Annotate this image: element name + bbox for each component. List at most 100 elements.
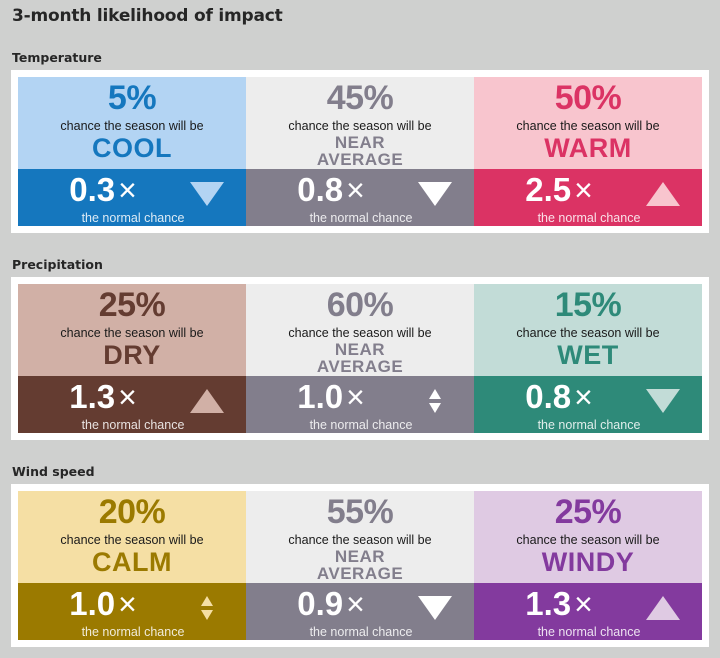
- category-line: NEAR: [334, 547, 386, 566]
- multiplier: 2.5×: [474, 171, 704, 209]
- percent-value: 60%: [326, 286, 394, 324]
- percent-value: 45%: [326, 79, 394, 117]
- card-top: 25% chance the season will be DRY: [18, 284, 246, 376]
- likelihood-card: 25% chance the season will be DRY 1.3× the n…: [18, 284, 246, 433]
- trend-arrow: [646, 389, 680, 413]
- times-symbol: ×: [346, 379, 365, 415]
- multiplier: 1.0×: [18, 585, 248, 623]
- normal-chance-label: the normal chance: [81, 211, 185, 225]
- section-panel: 25% chance the season will be DRY 1.3× the n…: [11, 277, 709, 440]
- chance-label: chance the season will be: [288, 533, 432, 547]
- category-label: WINDY: [474, 548, 702, 576]
- category-line: WET: [557, 340, 619, 370]
- likelihood-card: 60% chance the season will be NEAR AVERAGE 1…: [246, 284, 474, 433]
- card-bottom: 0.8× the normal chance: [474, 376, 702, 433]
- chance-label: chance the season will be: [288, 326, 432, 340]
- multiplier: 0.8×: [474, 378, 704, 416]
- multiplier-value: 2.5: [525, 171, 572, 208]
- trend-arrow: [190, 389, 224, 413]
- normal-chance-label: the normal chance: [537, 625, 641, 639]
- normal-chance-label: the normal chance: [537, 418, 641, 432]
- up-triangle-icon: [190, 389, 224, 413]
- category-line: AVERAGE: [316, 150, 404, 169]
- normal-chance-label: the normal chance: [81, 418, 185, 432]
- likelihood-card: 45% chance the season will be NEAR AVERAGE 0…: [246, 77, 474, 226]
- up-arrow-icon: [201, 596, 213, 606]
- card-top: 55% chance the season will be NEAR AVERAGE: [246, 491, 474, 583]
- likelihood-card: 50% chance the season will be WARM 2.5× the …: [474, 77, 702, 226]
- chance-label: chance the season will be: [60, 533, 204, 547]
- down-triangle-icon: [418, 596, 452, 620]
- chance-label: chance the season will be: [516, 326, 660, 340]
- multiplier-value: 1.3: [69, 378, 116, 415]
- category-line: CALM: [92, 547, 172, 577]
- times-symbol: ×: [574, 172, 593, 208]
- up-triangle-icon: [646, 596, 680, 620]
- multiplier-value: 1.3: [525, 585, 572, 622]
- category-line: NEAR: [334, 340, 386, 359]
- card-bottom: 0.8× the normal chance: [246, 169, 474, 226]
- multiplier: 1.3×: [474, 585, 704, 623]
- category-line: WARM: [544, 133, 632, 163]
- category-label: WET: [474, 341, 702, 369]
- multiplier: 1.0×: [246, 378, 476, 416]
- page-title: 3-month likelihood of impact: [12, 6, 283, 26]
- trend-arrow: [418, 596, 452, 620]
- percent-value: 15%: [554, 286, 622, 324]
- card-top: 45% chance the season will be NEAR AVERAGE: [246, 77, 474, 169]
- percent-value: 25%: [554, 493, 622, 531]
- category-label: DRY: [18, 341, 246, 369]
- card-top: 5% chance the season will be COOL: [18, 77, 246, 169]
- normal-chance-label: the normal chance: [537, 211, 641, 225]
- multiplier-value: 1.0: [297, 378, 344, 415]
- category-label: NEAR AVERAGE: [246, 548, 474, 582]
- chance-label: chance the season will be: [60, 119, 204, 133]
- category-line: AVERAGE: [316, 564, 404, 583]
- card-top: 15% chance the season will be WET: [474, 284, 702, 376]
- trend-arrow: [646, 182, 680, 206]
- card-top: 20% chance the season will be CALM: [18, 491, 246, 583]
- category-label: WARM: [474, 134, 702, 162]
- card-bottom: 1.3× the normal chance: [474, 583, 702, 640]
- percent-value: 20%: [98, 493, 166, 531]
- category-label: CALM: [18, 548, 246, 576]
- category-line: AVERAGE: [316, 357, 404, 376]
- down-arrow-icon: [201, 610, 213, 620]
- percent-value: 25%: [98, 286, 166, 324]
- down-triangle-icon: [418, 182, 452, 206]
- category-line: COOL: [92, 133, 172, 163]
- card-top: 50% chance the season will be WARM: [474, 77, 702, 169]
- likelihood-card: 25% chance the season will be WINDY 1.3× the…: [474, 491, 702, 640]
- card-top: 25% chance the season will be WINDY: [474, 491, 702, 583]
- times-symbol: ×: [574, 379, 593, 415]
- up-triangle-icon: [646, 182, 680, 206]
- card-bottom: 2.5× the normal chance: [474, 169, 702, 226]
- trend-arrow: [418, 182, 452, 206]
- chance-label: chance the season will be: [60, 326, 204, 340]
- category-line: NEAR: [334, 133, 386, 152]
- section-title: Temperature: [12, 50, 102, 65]
- down-triangle-icon: [190, 182, 224, 206]
- section-panel: 20% chance the season will be CALM 1.0× the …: [11, 484, 709, 647]
- multiplier-value: 1.0: [69, 585, 116, 622]
- multiplier-value: 0.9: [297, 585, 344, 622]
- card-top: 60% chance the season will be NEAR AVERAGE: [246, 284, 474, 376]
- no-change-icon: [429, 389, 441, 413]
- category-label: COOL: [18, 134, 246, 162]
- likelihood-card: 55% chance the season will be NEAR AVERAGE 0…: [246, 491, 474, 640]
- multiplier-value: 0.3: [69, 171, 116, 208]
- times-symbol: ×: [118, 172, 137, 208]
- multiplier-value: 0.8: [297, 171, 344, 208]
- cards-row: 25% chance the season will be DRY 1.3× the n…: [18, 284, 702, 433]
- percent-value: 50%: [554, 79, 622, 117]
- cards-row: 20% chance the season will be CALM 1.0× the …: [18, 491, 702, 640]
- likelihood-card: 5% chance the season will be COOL 0.3× the n…: [18, 77, 246, 226]
- cards-row: 5% chance the season will be COOL 0.3× the n…: [18, 77, 702, 226]
- category-label: NEAR AVERAGE: [246, 341, 474, 375]
- category-line: WINDY: [541, 547, 635, 577]
- times-symbol: ×: [118, 586, 137, 622]
- section-panel: 5% chance the season will be COOL 0.3× the n…: [11, 70, 709, 233]
- up-arrow-icon: [429, 389, 441, 399]
- multiplier-value: 0.8: [525, 378, 572, 415]
- percent-value: 5%: [107, 79, 157, 117]
